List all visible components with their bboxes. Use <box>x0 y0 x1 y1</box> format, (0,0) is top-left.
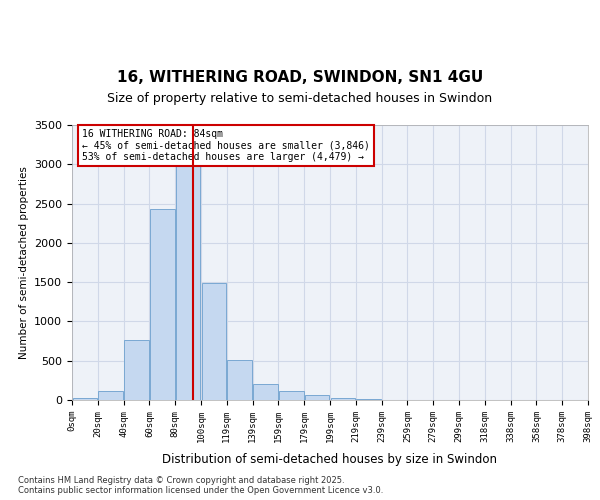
Bar <box>305 395 329 400</box>
Text: 16, WITHERING ROAD, SWINDON, SN1 4GU: 16, WITHERING ROAD, SWINDON, SN1 4GU <box>117 70 483 85</box>
Bar <box>73 398 97 400</box>
Bar <box>202 283 226 400</box>
X-axis label: Distribution of semi-detached houses by size in Swindon: Distribution of semi-detached houses by … <box>163 453 497 466</box>
Bar <box>98 392 123 400</box>
Bar <box>253 384 278 400</box>
Text: Contains HM Land Registry data © Crown copyright and database right 2025.
Contai: Contains HM Land Registry data © Crown c… <box>18 476 383 495</box>
Bar <box>279 390 304 400</box>
Bar <box>124 340 149 400</box>
Bar <box>150 209 175 400</box>
Bar <box>176 162 200 400</box>
Bar <box>331 398 355 400</box>
Text: Size of property relative to semi-detached houses in Swindon: Size of property relative to semi-detach… <box>107 92 493 105</box>
Text: 16 WITHERING ROAD: 84sqm
← 45% of semi-detached houses are smaller (3,846)
53% o: 16 WITHERING ROAD: 84sqm ← 45% of semi-d… <box>82 129 370 162</box>
Bar <box>227 360 252 400</box>
Y-axis label: Number of semi-detached properties: Number of semi-detached properties <box>19 166 29 359</box>
Bar <box>356 399 381 400</box>
